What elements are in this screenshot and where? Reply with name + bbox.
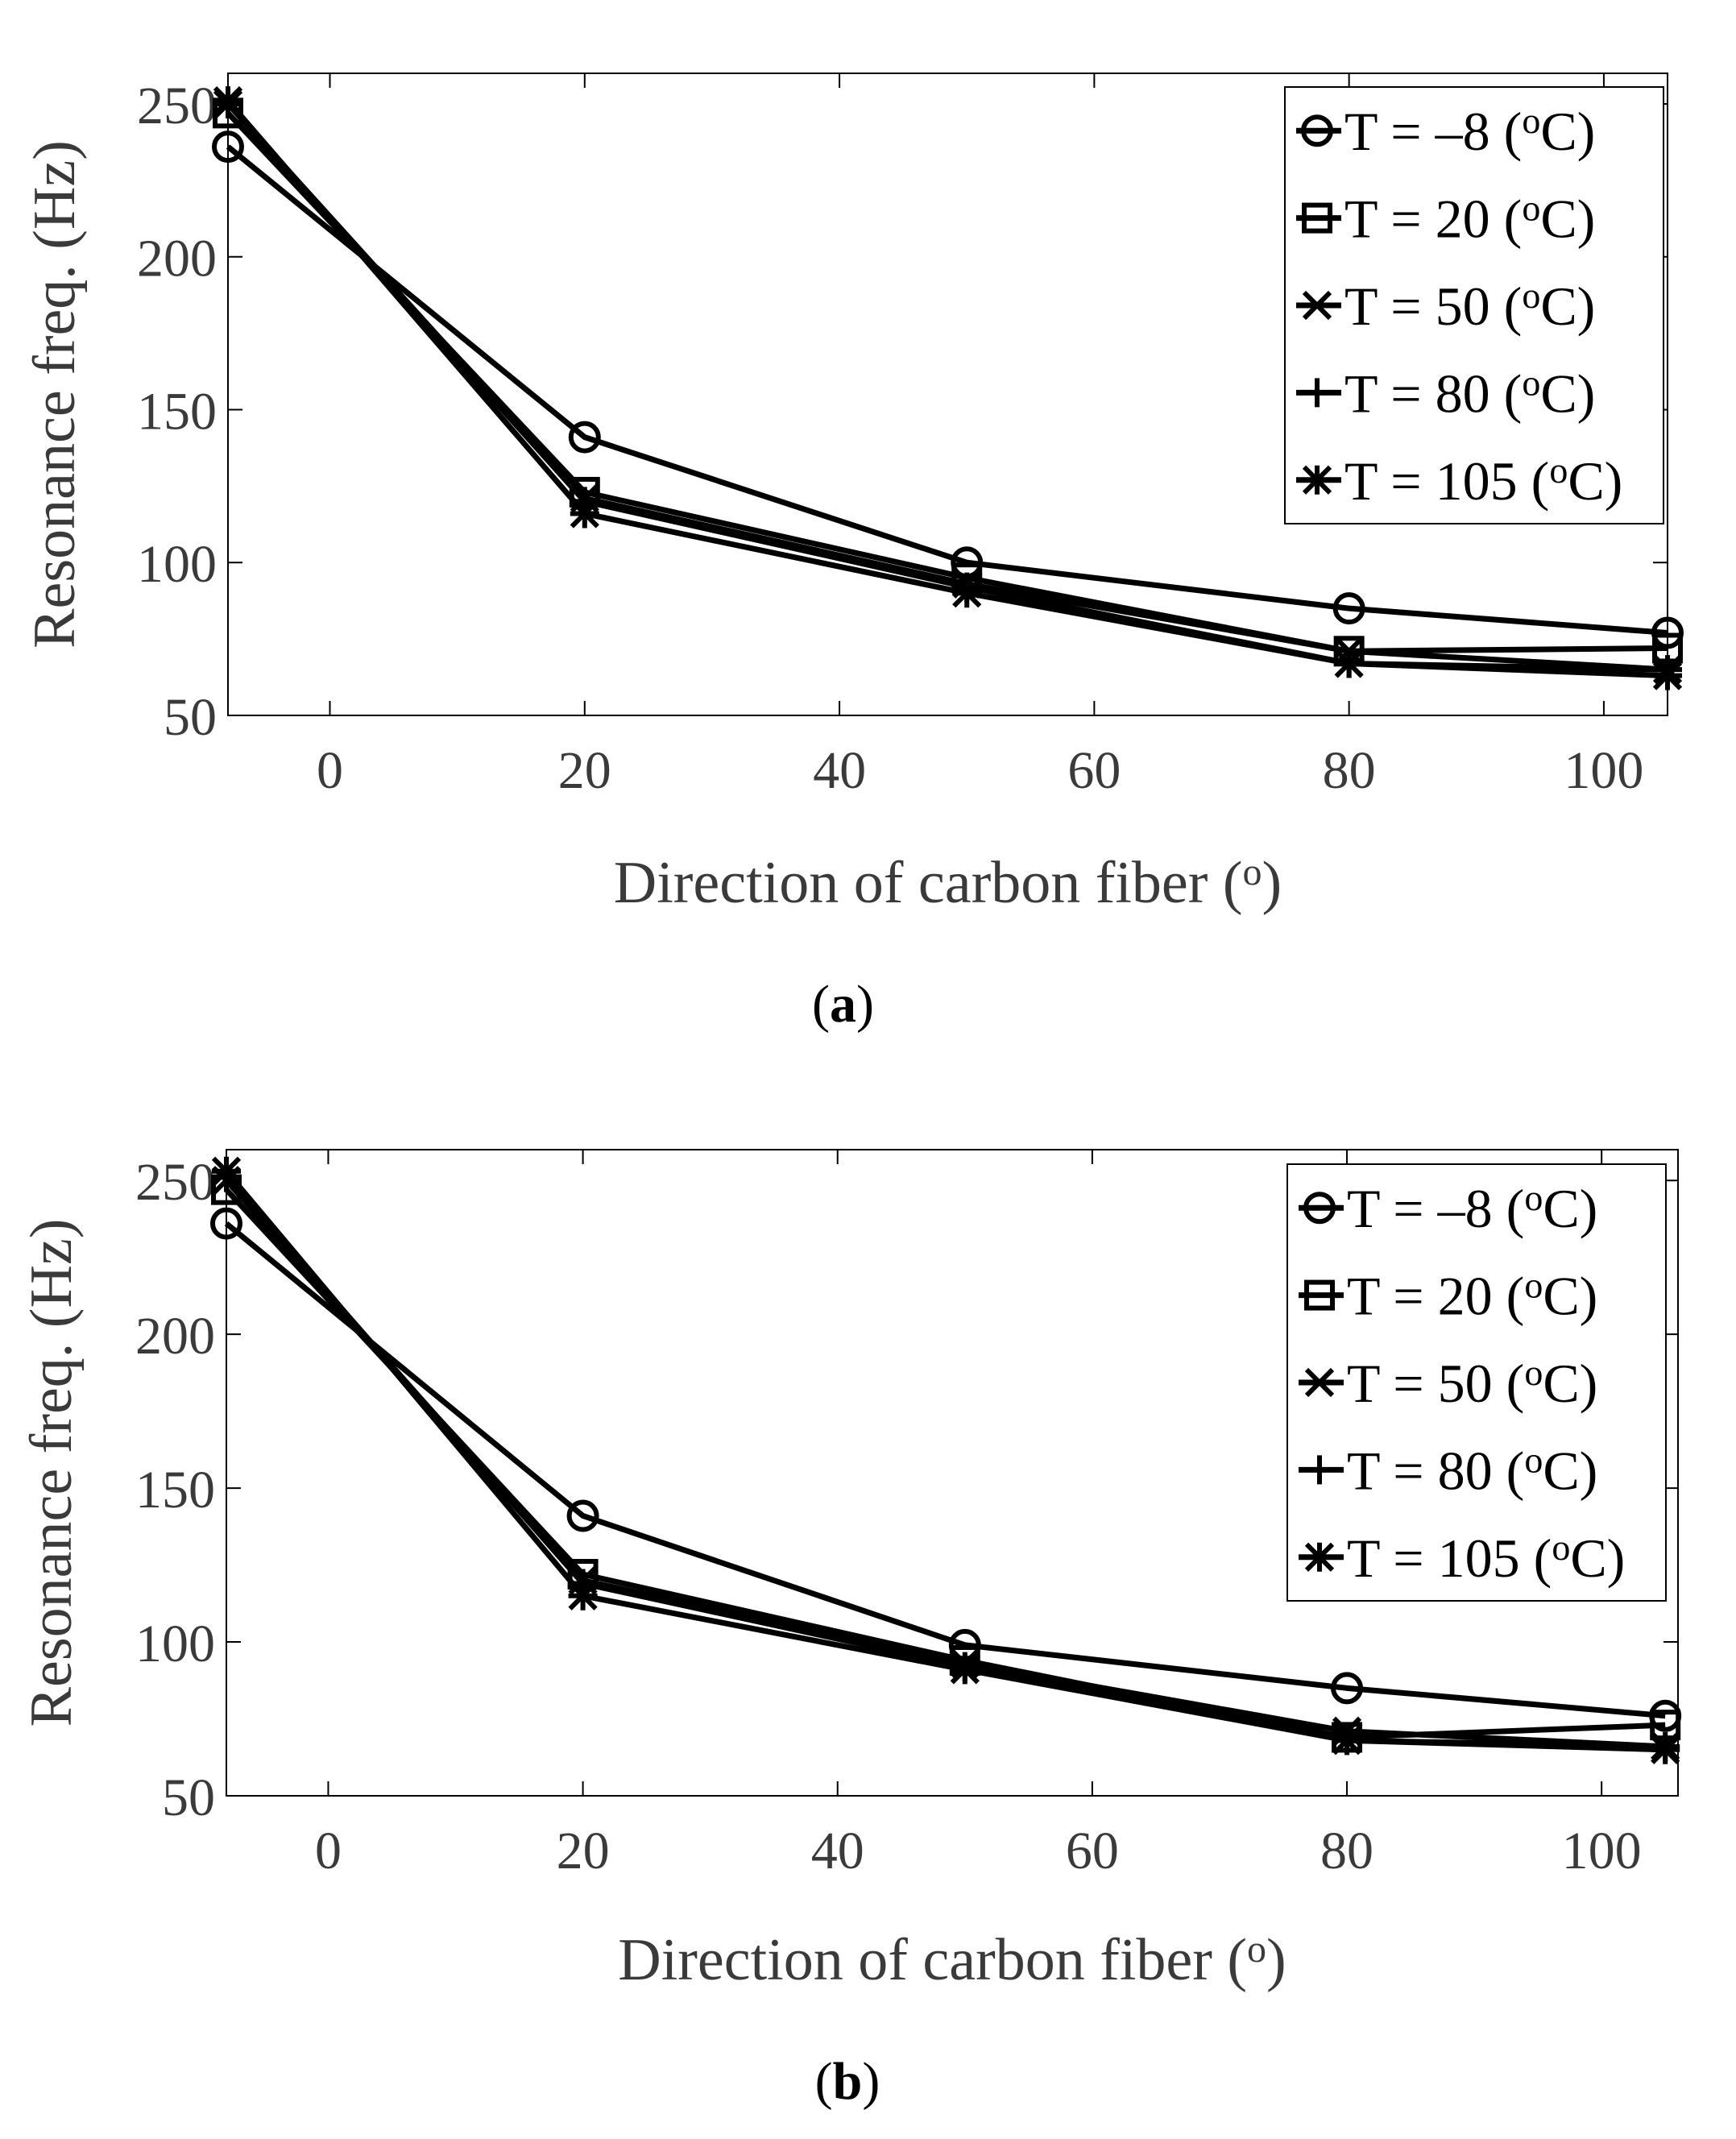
chart-a-svg: 0 20 40 60 80 100 50 100 150 200 250 Direction of c… xyxy=(22,73,1684,1034)
x-axis-title: Direction of carbon fiber (o) xyxy=(614,850,1282,916)
data-point-asterisk xyxy=(211,1156,242,1186)
x-tick-label: 100 xyxy=(1564,741,1643,800)
series-1 xyxy=(210,1207,1682,1732)
legend-marker-square xyxy=(1304,1279,1335,1311)
plot-area-frame xyxy=(227,73,1668,716)
data-point-asterisk xyxy=(568,1581,598,1610)
legend-label: T = 20 (oC) xyxy=(1347,1265,1597,1327)
chart-b-svg: 0 20 40 60 80 100 50 100 150 200 250 Direction of c… xyxy=(19,1149,1682,2111)
legend-box xyxy=(1284,86,1664,524)
x-tick-label: 20 xyxy=(558,741,611,800)
y-tick-label: 250 xyxy=(137,77,217,135)
legend-item: T = 50 (oC) xyxy=(1299,1352,1597,1414)
legend-label: T = –8 (oC) xyxy=(1347,1178,1597,1240)
series-5 xyxy=(211,1156,1680,1764)
legend-marker-x xyxy=(1302,290,1332,321)
y-tick-label: 50 xyxy=(164,688,217,747)
x-tick-label: 60 xyxy=(1066,1822,1119,1880)
data-point-circle xyxy=(568,421,601,454)
data-point-circle xyxy=(1332,592,1365,625)
legend-label: T = 80 (oC) xyxy=(1347,1440,1597,1502)
legend-item: T = 20 (oC) xyxy=(1299,1265,1597,1327)
y-tick-label: 100 xyxy=(135,1615,215,1673)
x-tick-label: 80 xyxy=(1320,1822,1373,1880)
legend-marker-plus xyxy=(1305,1455,1334,1485)
legend-marker-square xyxy=(1302,202,1332,234)
legend-item: T = 20 (oC) xyxy=(1296,188,1595,250)
data-point-circle xyxy=(566,1499,599,1532)
legend-marker-circle xyxy=(1303,1192,1336,1225)
legend-item: T = 105 (oC) xyxy=(1296,450,1622,512)
x-tick-label: 60 xyxy=(1067,741,1121,800)
legend-label: T = 50 (oC) xyxy=(1347,1352,1597,1414)
data-point-asterisk xyxy=(950,1655,980,1685)
x-tick-label: 100 xyxy=(1562,1822,1642,1880)
data-point-asterisk xyxy=(1332,1726,1362,1756)
series-5 xyxy=(213,86,1683,690)
legend-item: T = –8 (oC) xyxy=(1296,101,1595,163)
legend-marker-x xyxy=(1304,1367,1335,1398)
legend-item: T = –8 (oC) xyxy=(1299,1178,1597,1240)
data-point-asterisk xyxy=(570,499,599,529)
legend-label: T = 105 (oC) xyxy=(1344,450,1622,512)
y-tick-label: 150 xyxy=(137,382,217,441)
x-tick-label: 0 xyxy=(317,741,343,800)
panel-caption: (a) xyxy=(812,975,874,1034)
data-point-asterisk xyxy=(1651,1735,1680,1764)
y-tick-label: 250 xyxy=(135,1153,215,1212)
data-point-asterisk xyxy=(1652,661,1683,690)
plot-area-frame xyxy=(226,1149,1679,1797)
legend-label: T = –8 (oC) xyxy=(1344,101,1595,163)
chart-panel-b: 0 20 40 60 80 100 50 100 150 200 250 Direction of c… xyxy=(0,1069,1736,2139)
y-axis-title: Resonance freq. (Hz) xyxy=(19,1219,85,1727)
x-tick-label: 80 xyxy=(1323,741,1376,800)
y-tick-label: 150 xyxy=(135,1461,215,1519)
x-tick-label: 0 xyxy=(315,1822,342,1880)
legend-marker-circle xyxy=(1301,114,1333,147)
data-point-asterisk xyxy=(213,86,243,116)
y-tick-label: 100 xyxy=(137,535,217,594)
data-point-circle xyxy=(210,1207,242,1240)
legend: T = –8 (oC) T = 20 (oC) T = 50 (oC) T = 80 … xyxy=(1284,86,1664,524)
chart-panel-a: 0 20 40 60 80 100 50 100 150 200 250 Direction of c… xyxy=(0,0,1736,1069)
legend-item: T = 50 (oC) xyxy=(1296,275,1595,337)
legend-box xyxy=(1286,1163,1667,1602)
legend: T = –8 (oC) T = 20 (oC) T = 50 (oC) T = 80 … xyxy=(1286,1163,1667,1602)
legend-item: T = 80 (oC) xyxy=(1299,1440,1597,1502)
legend-label: T = 20 (oC) xyxy=(1344,188,1595,250)
data-point-circle xyxy=(212,131,244,164)
x-tick-label: 40 xyxy=(813,741,866,800)
y-axis-title: Resonance freq. (Hz) xyxy=(22,140,88,649)
x-axis-title: Direction of carbon fiber (o) xyxy=(618,1927,1286,1993)
data-point-circle xyxy=(1331,1672,1364,1705)
legend-marker-asterisk xyxy=(1302,465,1332,495)
legend-label: T = 50 (oC) xyxy=(1344,275,1595,337)
y-tick-label: 50 xyxy=(162,1768,215,1827)
data-point-asterisk xyxy=(952,578,982,608)
y-tick-label: 200 xyxy=(137,230,217,288)
x-tick-label: 40 xyxy=(811,1822,864,1880)
x-tick-label: 20 xyxy=(557,1822,610,1880)
legend-item: T = 80 (oC) xyxy=(1296,363,1595,425)
legend-marker-asterisk xyxy=(1304,1542,1335,1572)
legend-item: T = 105 (oC) xyxy=(1299,1527,1625,1589)
series-line xyxy=(224,1221,1666,1719)
y-tick-label: 200 xyxy=(135,1307,215,1366)
legend-label: T = 80 (oC) xyxy=(1344,363,1595,425)
legend-label: T = 105 (oC) xyxy=(1347,1527,1625,1589)
panel-caption: (b) xyxy=(815,2052,880,2111)
data-point-asterisk xyxy=(1334,649,1364,678)
legend-marker-plus xyxy=(1303,378,1332,408)
